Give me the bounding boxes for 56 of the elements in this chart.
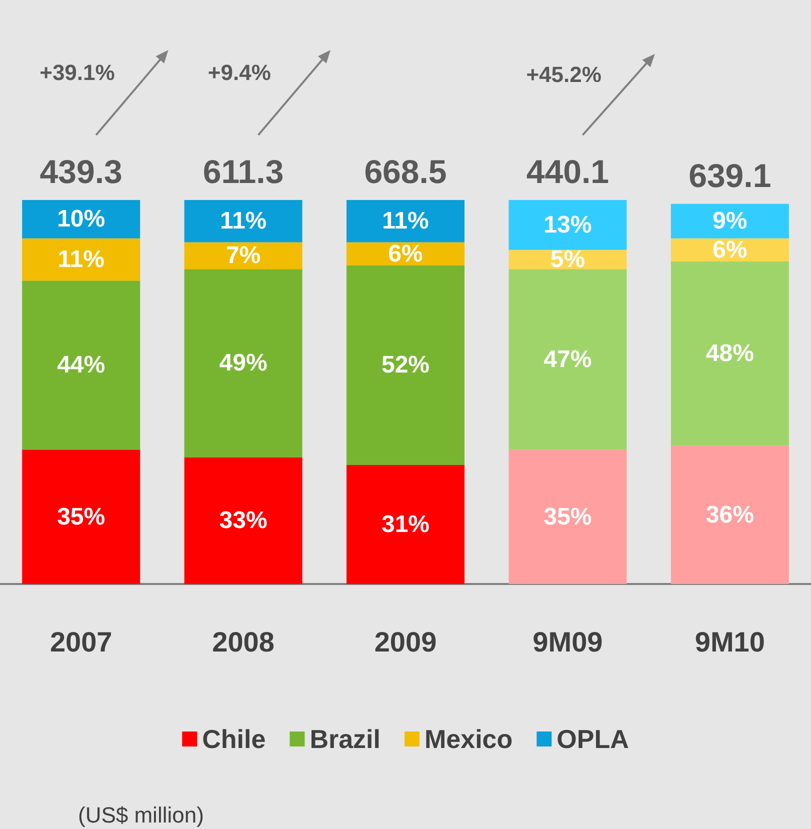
data-label: 35% [544, 503, 592, 530]
data-label: 47% [544, 346, 592, 373]
bar [670, 204, 789, 238]
data-label: 11% [220, 208, 267, 235]
bar [346, 265, 464, 465]
text: 439.3 [40, 153, 122, 190]
data-label: 31% [381, 510, 430, 538]
text: +39.1% [40, 60, 115, 85]
data-label: 44% [57, 352, 106, 379]
legend-label: OPLA [556, 724, 630, 754]
text: 639.1 [688, 156, 772, 194]
x-tick-label: 2008 [212, 626, 274, 658]
text: +45.2% [526, 62, 602, 87]
legend-label: Brazil [310, 724, 381, 754]
bar [22, 450, 140, 584]
data-label: 6% [712, 236, 748, 264]
data-label: 13% [544, 211, 592, 238]
data-label: 6% [388, 240, 423, 268]
bar [184, 457, 302, 584]
data-label: 5% [550, 246, 586, 274]
bar [184, 242, 302, 270]
text: +9.4% [208, 60, 271, 85]
legend-label: Chile [202, 724, 266, 754]
bar [22, 200, 140, 238]
text: 440.1 [526, 153, 609, 190]
data-label: 33% [219, 507, 268, 534]
bar [508, 450, 627, 584]
data-label: 10% [57, 206, 106, 233]
bar [670, 261, 789, 446]
text: 611.3 [202, 153, 284, 190]
x-tick-label: 2007 [50, 626, 112, 658]
bar [22, 238, 140, 281]
text: 668.5 [364, 153, 447, 190]
bar [508, 200, 627, 250]
bar [670, 446, 789, 584]
bar [508, 269, 627, 450]
bar [346, 200, 464, 242]
data-label: 11% [58, 246, 104, 274]
data-label: 7% [226, 242, 261, 270]
data-label: 49% [219, 350, 268, 377]
x-tick-label: 9M10 [694, 626, 765, 658]
legend-label: Mexico [424, 724, 513, 754]
bar [184, 200, 302, 242]
x-tick-label: 2009 [374, 626, 437, 658]
data-label: 52% [381, 352, 430, 379]
data-label: 11% [382, 208, 429, 235]
data-label: 48% [706, 340, 754, 368]
x-tick-label: 9M09 [532, 626, 603, 658]
bar [184, 269, 302, 458]
data-label: 9% [712, 208, 748, 235]
bar [346, 242, 464, 266]
data-label: 35% [57, 503, 106, 530]
bar [22, 280, 140, 450]
bar [346, 464, 464, 584]
data-label: 36% [706, 501, 754, 528]
text: (US$ million) [78, 802, 204, 828]
